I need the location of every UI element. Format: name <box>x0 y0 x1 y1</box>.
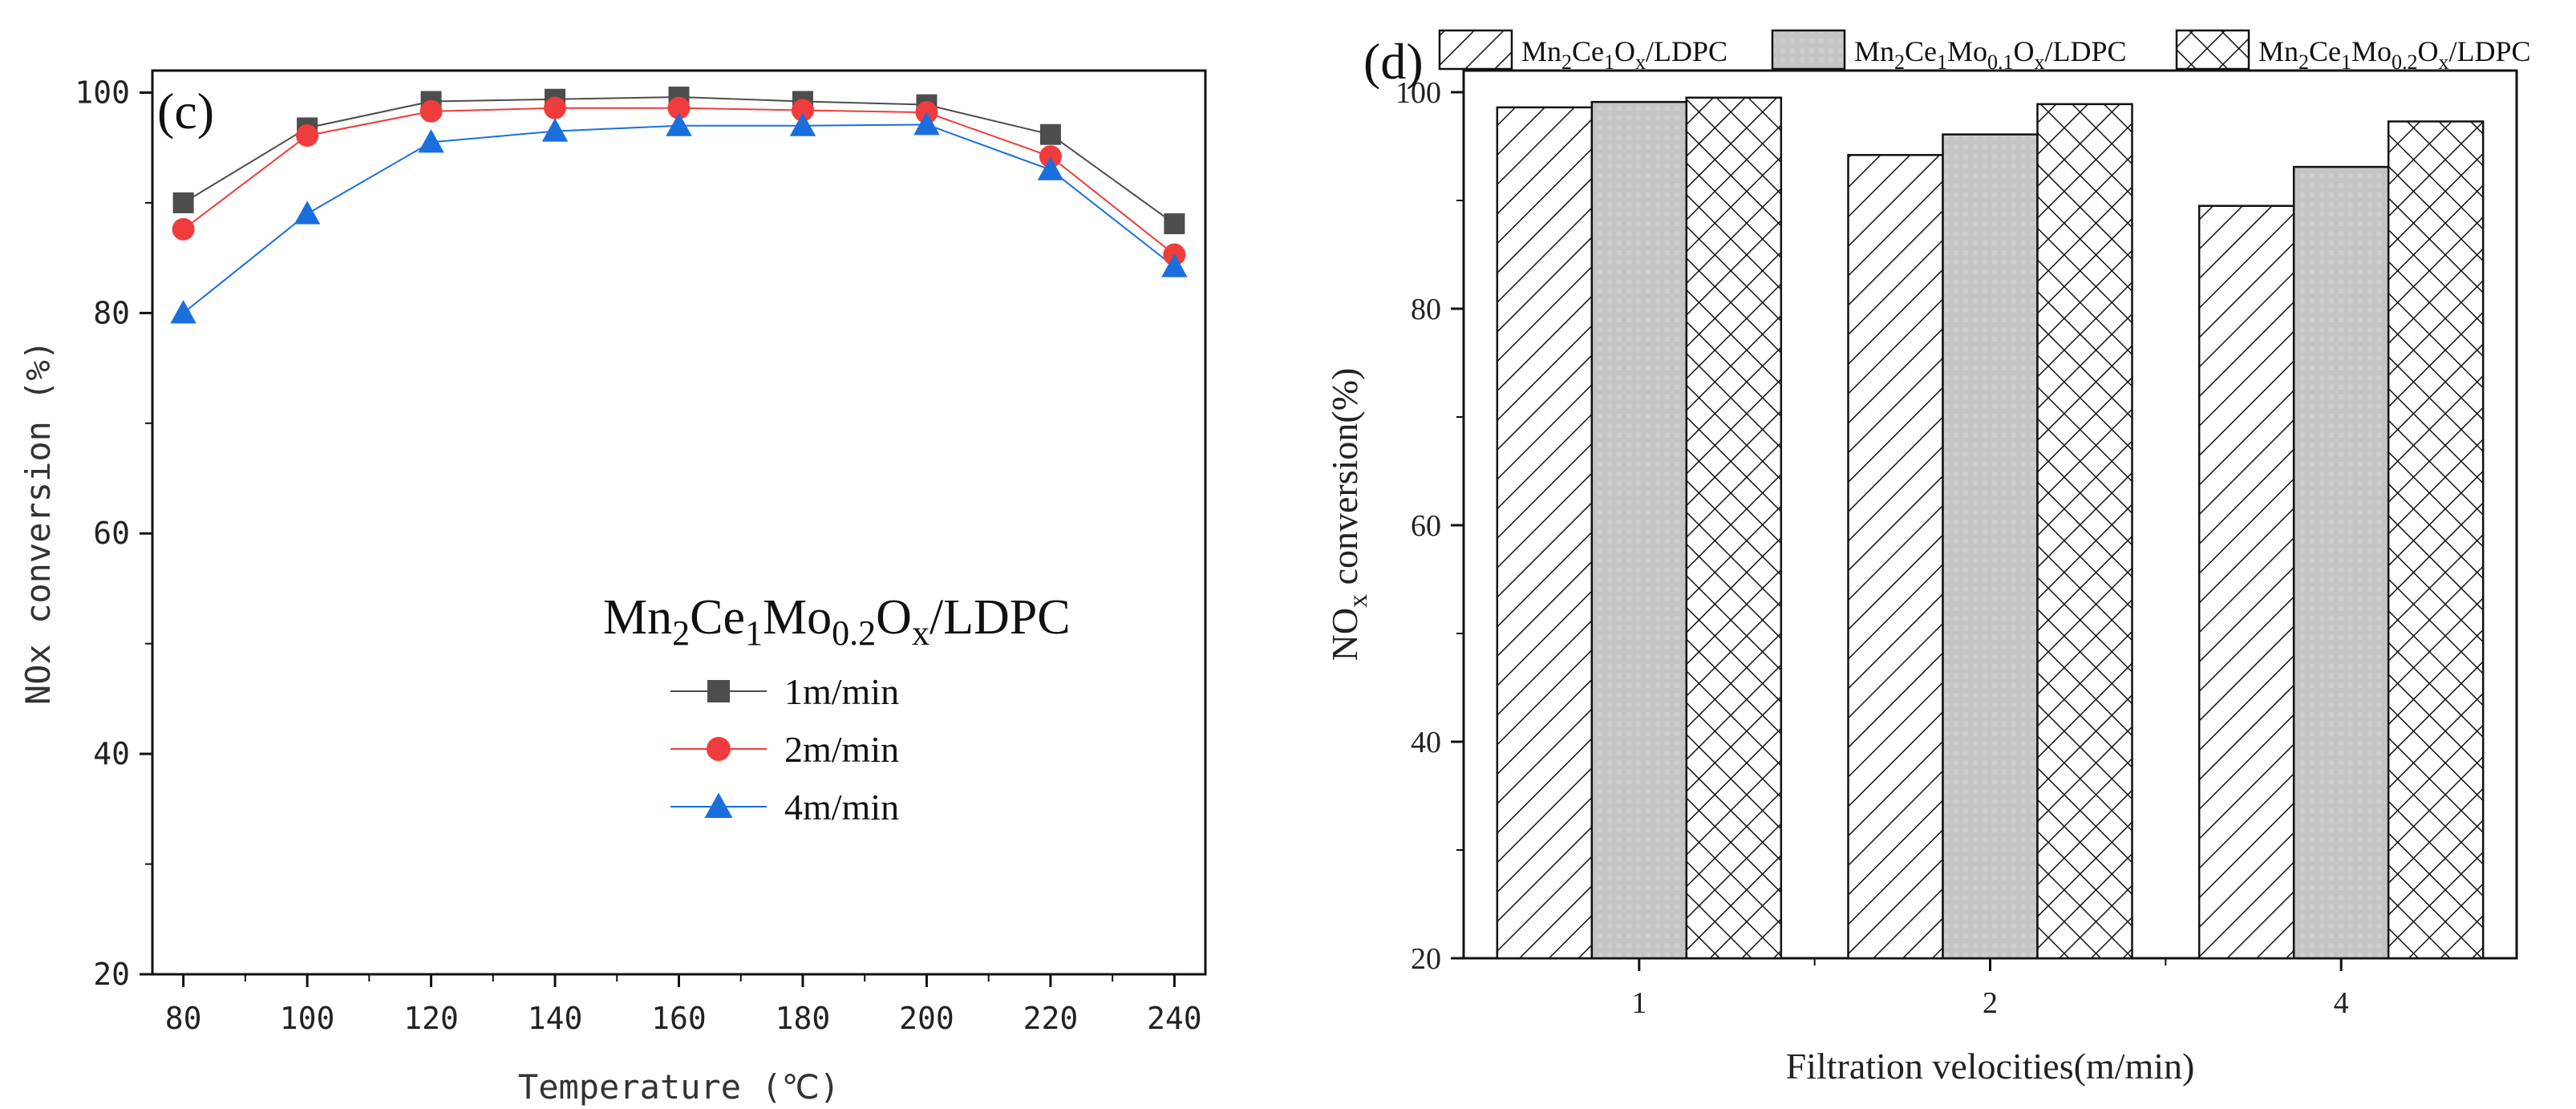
data-point-circle <box>296 124 319 148</box>
data-point-triangle <box>1161 253 1188 277</box>
data-point-square <box>1039 123 1061 145</box>
panel-c-line-chart: 80 100 120 140 160 180 200 220 240 20 40 60 80 100 (c… <box>18 69 1207 1107</box>
panel-c-legend-title: Mn2Ce1Mo0.2Ox/LDPC <box>603 590 1071 653</box>
panel-c-x-tick-label: 220 <box>1023 1001 1079 1036</box>
panel-c-series-markers <box>170 86 1188 324</box>
panel-d-x-axis-title: Filtration velocities(m/min) <box>1786 1046 2195 1087</box>
panel-c-y-tick-label: 40 <box>93 736 130 771</box>
data-point-square <box>172 192 194 213</box>
panel-d-y-tick-label: 100 <box>1395 76 1441 110</box>
legend-label-2: 2m/min <box>784 729 899 770</box>
data-point-triangle <box>170 300 196 324</box>
panel-c-y-tick-label: 60 <box>93 516 130 551</box>
panel-d-y-tick-label: 40 <box>1411 726 1441 759</box>
panel-d-y-axis-title: NOx conversion(%) <box>1324 368 1373 662</box>
panel-c-x-tick-label: 140 <box>528 1001 583 1036</box>
data-point-circle <box>419 99 443 123</box>
legend-label-3: 4m/min <box>784 787 899 828</box>
panel-c-x-tick-label: 160 <box>651 1001 707 1036</box>
panel-d-ticks: 20 40 60 80 100 1 2 4 <box>1395 76 2349 1020</box>
panel-c-x-tick-label: 180 <box>776 1001 831 1036</box>
panel-d-legend: Mn2Ce1Ox/LDPC Mn2Ce1Mo0.1Ox/LDPC Mn2Ce1Mo0… <box>1438 29 2531 74</box>
bar-diagonal-1 <box>1496 106 1594 960</box>
data-point-triangle <box>666 112 692 136</box>
data-point-square <box>707 680 730 702</box>
panel-c-x-tick-label: 80 <box>165 1001 202 1036</box>
panel-d-y-tick-label: 60 <box>1411 509 1441 543</box>
panel-c-x-tick-label: 240 <box>1147 1001 1202 1036</box>
data-point-circle <box>1039 145 1062 168</box>
data-point-triangle <box>294 200 321 225</box>
data-point-triangle <box>1037 156 1064 180</box>
data-point-circle <box>667 96 691 119</box>
legend-swatch-diagonal <box>1438 29 1513 71</box>
bar-gray-2 <box>1942 133 2039 960</box>
bar-crosshatch-2 <box>2036 103 2133 960</box>
legend-label-diagonal: Mn2Ce1Ox/LDPC <box>1521 35 1727 74</box>
panel-c-ticks: 80 100 120 140 160 180 200 220 240 20 40 60 80 100 <box>75 75 1201 1036</box>
bar-gray-1 <box>1590 100 1688 960</box>
legend-label-1: 1m/min <box>784 671 899 712</box>
data-point-triangle <box>418 129 444 153</box>
data-point-square <box>1164 213 1185 235</box>
data-point-circle <box>707 737 731 761</box>
panel-c-legend-items: 1m/min 2m/min 4m/min <box>670 671 899 828</box>
panel-c-x-tick-label: 120 <box>403 1001 459 1036</box>
panel-c-x-tick-label: 100 <box>280 1001 335 1036</box>
legend-label-gray: Mn2Ce1Mo0.1Ox/LDPC <box>1854 35 2127 74</box>
panel-c-plot-frame <box>151 69 1207 976</box>
legend-swatch-gray <box>1771 29 1846 71</box>
panel-d-x-tick-label: 4 <box>2334 986 2349 1020</box>
panel-c-y-tick-label: 20 <box>93 957 130 992</box>
data-point-circle <box>172 217 195 241</box>
series-line-3 <box>182 123 1175 314</box>
panel-d-x-tick-label: 2 <box>1983 986 1998 1020</box>
data-point-circle <box>544 96 567 119</box>
panel-c-x-tick-label: 200 <box>899 1001 954 1036</box>
bar-gray-4 <box>2292 165 2390 960</box>
data-point-triangle <box>789 112 816 136</box>
data-point-circle <box>791 99 814 122</box>
data-point-triangle <box>541 118 569 142</box>
panel-d-y-tick-label: 20 <box>1411 942 1441 976</box>
data-point-triangle <box>704 792 733 818</box>
panel-c-x-axis-title: Temperature (℃) <box>518 1067 840 1107</box>
panel-d-x-tick-label: 1 <box>1631 986 1646 1020</box>
bar-diagonal-4 <box>2197 204 2295 960</box>
bar-crosshatch-4 <box>2387 120 2485 960</box>
legend-swatch-crosshatch <box>2175 29 2250 71</box>
legend-label-crosshatch: Mn2Ce1Mo0.2Ox/LDPC <box>2258 35 2531 74</box>
panel-c-y-tick-label: 100 <box>75 75 130 110</box>
panel-d-y-tick-label: 80 <box>1411 293 1441 326</box>
panel-d-label: (d) <box>1363 33 1424 90</box>
panel-c-label: (c) <box>157 83 214 140</box>
data-point-triangle <box>913 111 940 136</box>
bar-crosshatch-1 <box>1685 96 1783 960</box>
panel-d-bar-chart: 20 40 60 80 100 1 2 4 (d) Filtration velocities… <box>1324 29 2531 1087</box>
panel-d-bars <box>1496 96 2485 960</box>
panel-c-y-axis-title: NOx conversion (%) <box>18 340 58 705</box>
panel-c-y-tick-label: 80 <box>93 295 130 330</box>
panel-c-legend: Mn2Ce1Mo0.2Ox/LDPC 1m/min 2m/min 4m/min <box>603 590 1071 828</box>
bar-diagonal-2 <box>1847 154 1944 960</box>
